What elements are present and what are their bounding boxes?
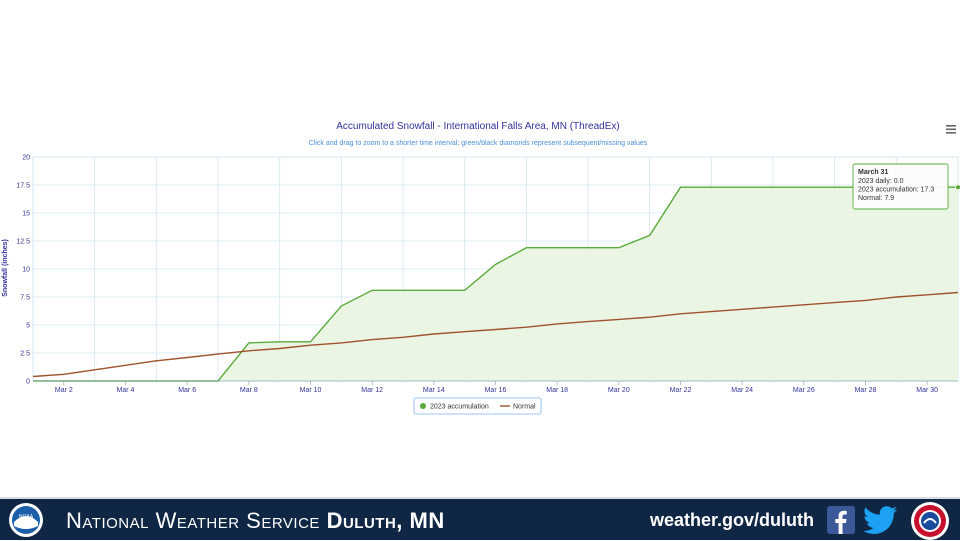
y-tick-label: 5 [26,323,30,330]
y-tick-label: 2.5 [20,351,30,358]
legend-swatch-accumulation [420,403,426,409]
y-tick-label: 7.5 [20,295,30,302]
twitter-icon[interactable] [864,506,898,534]
highlighted-point[interactable] [956,185,960,190]
chart-title: Accumulated Snowfall - International Fal… [336,121,619,132]
facebook-icon[interactable] [827,506,855,534]
tooltip-date: March 31 [858,169,888,176]
y-axis-label: Snowfall (inches) [2,239,9,297]
hamburger-menu-icon [946,125,956,134]
footer-banner: NOAA National Weather Service Duluth, MN… [0,497,960,540]
nws-logo [910,501,950,541]
x-tick-label: Mar 8 [240,387,258,394]
x-tick-label: Mar 14 [423,387,445,394]
y-tick-label: 20 [22,155,30,162]
x-tick-label: Mar 20 [608,387,630,394]
tooltip-line: Normal: 7.9 [858,195,894,202]
chart-menu-button[interactable] [944,124,958,136]
legend-label-accumulation[interactable]: 2023 accumulation [430,404,489,411]
x-tick-label: Mar 26 [793,387,815,394]
y-tick-label: 12.5 [16,239,30,246]
tooltip: March 31 2023 daily: 0.0 2023 accumulation… [853,164,948,209]
y-tick-label: 17.5 [16,183,30,190]
tooltip-line: 2023 accumulation: 17.3 [858,187,934,194]
noaa-logo: NOAA [8,502,44,538]
y-tick-label: 0 [26,379,30,386]
y-tick-label: 10 [22,267,30,274]
y-tick-label: 15 [22,211,30,218]
x-tick-label: Mar 12 [361,387,383,394]
tooltip-line: 2023 daily: 0.0 [858,178,904,185]
x-tick-label: Mar 6 [178,387,196,394]
noaa-logo-text: NOAA [19,514,34,520]
x-tick-label: Mar 4 [117,387,135,394]
legend[interactable]: 2023 accumulation Normal [414,398,541,414]
x-tick-label: Mar 30 [916,387,938,394]
chart-subtitle: Click and drag to zoom to a shorter time… [309,140,648,147]
website-link[interactable]: weather.gov/duluth [650,510,814,531]
office-name: Duluth, MN [327,508,445,533]
x-tick-label: Mar 18 [546,387,568,394]
office-title: National Weather Service Duluth, MN [66,508,445,534]
legend-label-normal[interactable]: Normal [513,404,536,411]
x-tick-label: Mar 24 [731,387,753,394]
x-tick-label: Mar 2 [55,387,73,394]
x-tick-label: Mar 10 [300,387,322,394]
x-tick-label: Mar 28 [855,387,877,394]
x-tick-label: Mar 22 [670,387,692,394]
snowfall-chart[interactable]: Accumulated Snowfall - International Fal… [0,110,960,420]
office-prefix: National Weather Service [66,508,320,533]
x-tick-label: Mar 16 [485,387,507,394]
